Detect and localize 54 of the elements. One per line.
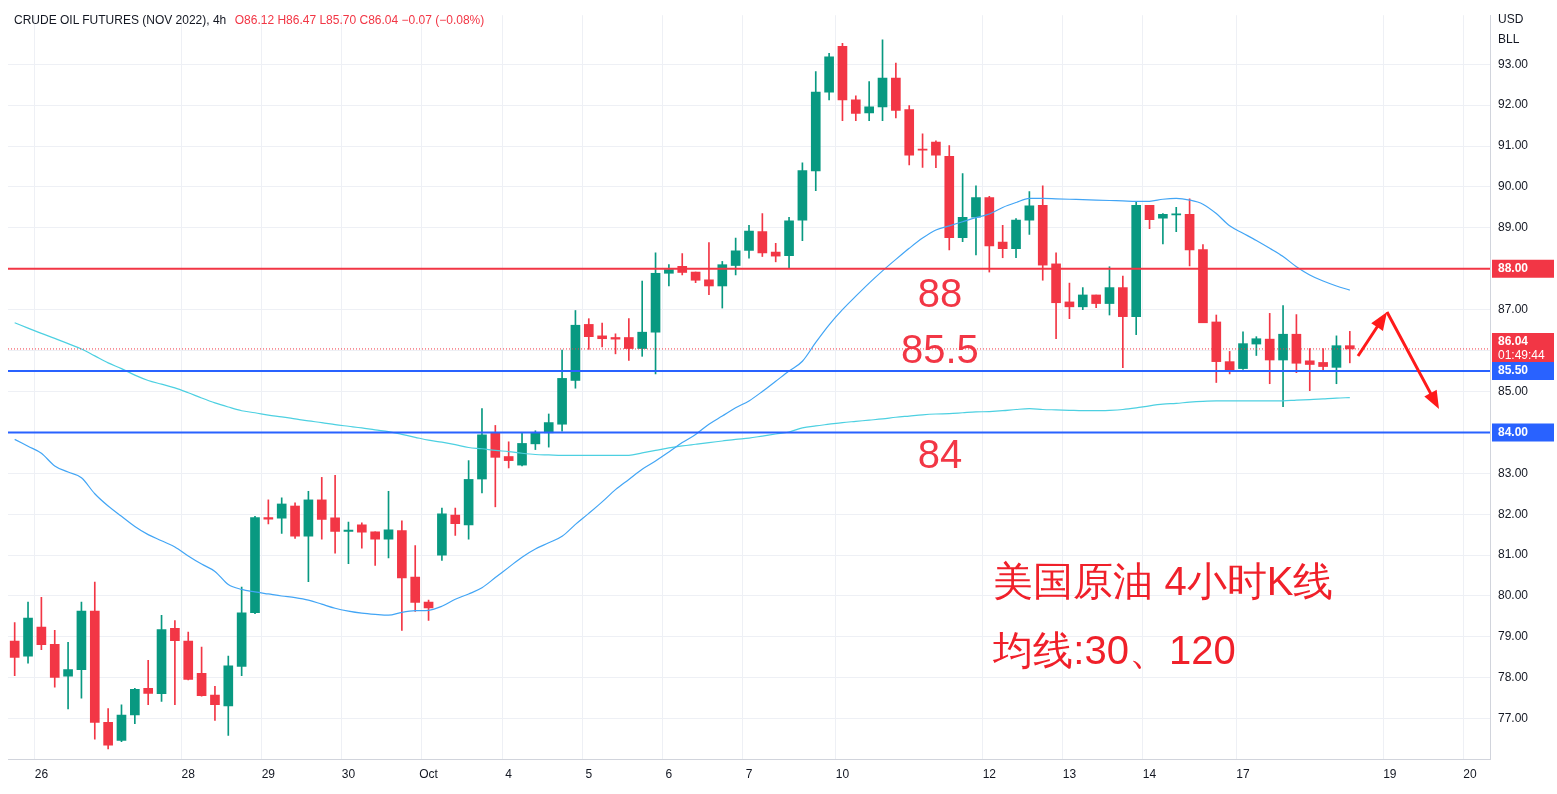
annotation: 84 xyxy=(917,432,963,477)
candlestick xyxy=(997,225,1008,259)
x-tick-label: 19 xyxy=(1383,767,1397,782)
candlestick xyxy=(170,620,180,706)
ref-line-label: 84.00 xyxy=(1498,424,1529,439)
y-tick-label: 89.00 xyxy=(1498,220,1529,235)
annotation: 88 xyxy=(917,270,963,315)
x-tick-label: Oct xyxy=(419,767,439,782)
annotation: 均线:30、120 xyxy=(992,627,1236,672)
x-tick-label: 30 xyxy=(341,767,356,782)
x-tick-label: 29 xyxy=(261,767,276,782)
candlestick xyxy=(63,641,73,710)
annotation: 85.5 xyxy=(900,327,979,372)
x-tick-label: 10 xyxy=(835,767,850,782)
annotation: 美国原油 4小时K线 xyxy=(993,558,1334,603)
y-tick-label: 92.00 xyxy=(1498,97,1529,112)
x-tick-label: 17 xyxy=(1236,767,1250,782)
y-tick-label: 79.00 xyxy=(1498,629,1529,644)
y-tick-label: 93.00 xyxy=(1498,56,1529,71)
y-axis-title: USD BLL xyxy=(1498,12,1524,47)
candlestick xyxy=(143,659,154,706)
ref-line-label: 85.50 xyxy=(1498,363,1529,378)
y-tick-label: 87.00 xyxy=(1498,302,1529,316)
candlestick xyxy=(503,441,514,469)
chart-title: CRUDE OIL FUTURES (NOV 2022), 4h xyxy=(14,13,227,28)
y-tick-label: 90.00 xyxy=(1498,179,1529,194)
candlestick xyxy=(864,81,874,122)
chart-subtitle: O86.12 H86.47 L85.70 C86.04 −0.07 (−0.08%) xyxy=(234,13,485,28)
x-tick-label: 7 xyxy=(745,767,753,782)
x-tick-label: 26 xyxy=(34,767,49,782)
x-tick-label: 5 xyxy=(585,767,593,782)
candlestick xyxy=(370,531,380,566)
y-tick-label: 85.00 xyxy=(1498,383,1529,398)
x-tick-label: 6 xyxy=(665,767,673,782)
text: 01:49:44 xyxy=(1498,348,1546,363)
x-tick-label: 14 xyxy=(1142,767,1157,782)
y-tick-label: 80.00 xyxy=(1498,588,1529,603)
x-tick-label: 4 xyxy=(505,767,513,782)
y-tick-label: 91.00 xyxy=(1498,138,1529,153)
y-tick-label: 82.00 xyxy=(1498,506,1529,521)
y-tick-label: 77.00 xyxy=(1498,711,1529,726)
y-tick-label: 78.00 xyxy=(1498,670,1529,685)
x-tick-label: 28 xyxy=(181,767,196,782)
y-tick-label: 83.00 xyxy=(1498,465,1529,480)
candlestick xyxy=(637,280,648,357)
candlestick xyxy=(1158,213,1168,245)
candlestick xyxy=(1171,207,1182,232)
x-tick-label: 13 xyxy=(1062,767,1077,782)
ref-line-label: 86.04 xyxy=(1498,334,1529,349)
candlestick xyxy=(330,475,340,554)
ref-line-label: 88.00 xyxy=(1498,261,1529,276)
x-tick-label: 12 xyxy=(982,767,997,782)
x-tick-label: 20 xyxy=(1463,767,1477,782)
y-tick-label: 81.00 xyxy=(1498,547,1529,562)
